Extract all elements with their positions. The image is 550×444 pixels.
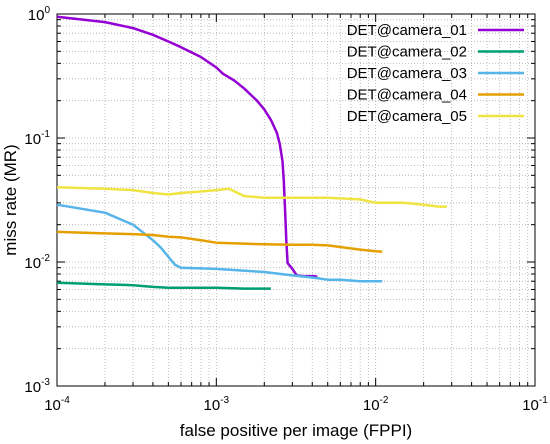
legend: DET@camera_01 DET@camera_02 DET@camera_03 D… (347, 22, 524, 125)
legend-label: DET@camera_01 (347, 22, 467, 39)
series-line-4 (56, 230, 383, 253)
series-line-2 (56, 281, 271, 290)
y-tick-label: 100 (28, 5, 51, 24)
series-lines (56, 15, 447, 290)
x-tick-label: 10-3 (204, 395, 230, 414)
plot-border (56, 13, 536, 387)
x-axis-label: false positive per image (FPPI) (180, 421, 412, 440)
y-axis-label: miss rate (MR) (1, 144, 20, 255)
legend-label: DET@camera_03 (347, 65, 467, 82)
series-line-1 (56, 15, 318, 279)
legend-label: DET@camera_05 (347, 108, 467, 125)
x-tick-label: 10-1 (522, 395, 548, 414)
legend-label: DET@camera_02 (347, 44, 467, 61)
x-tick-label: 10-4 (44, 395, 70, 414)
y-tick-label: 10-1 (24, 129, 50, 148)
series-line-5 (56, 186, 447, 208)
x-tick-label: 10-2 (363, 395, 389, 414)
y-tick-label: 10-3 (24, 377, 50, 396)
y-tick-label: 10-2 (24, 253, 50, 272)
legend-label: DET@camera_04 (347, 87, 467, 104)
